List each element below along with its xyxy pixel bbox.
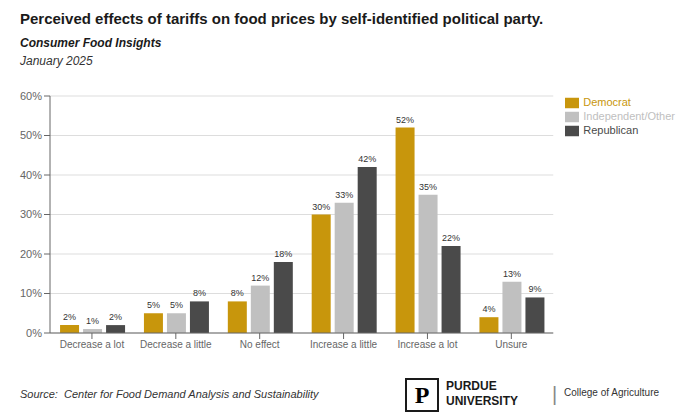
html-text:Consumer Food Insights: Consumer Food Insights <box>20 36 162 50</box>
html-text:Source: Center for Food Demand: Source: Center for Food Demand Analysis … <box>20 388 319 400</box>
svg-text:Decrease a lot: Decrease a lot <box>60 339 125 350</box>
svg-text:0%: 0% <box>26 327 42 339</box>
svg-text:10%: 10% <box>20 287 42 299</box>
html-text:Republican: Republican <box>583 124 639 137</box>
svg-text:8%: 8% <box>231 288 244 298</box>
html-text:January 2025: January 2025 <box>20 54 93 68</box>
svg-text:Unsure: Unsure <box>495 339 528 350</box>
svg-text:30%: 30% <box>312 202 330 212</box>
svg-text:35%: 35% <box>419 182 437 192</box>
html-text:Democrat: Democrat <box>583 96 631 108</box>
svg-text:12%: 12% <box>251 273 269 283</box>
svg-text:Increase a lot: Increase a lot <box>397 339 457 350</box>
svg-text:42%: 42% <box>358 154 376 164</box>
svg-text:22%: 22% <box>442 233 460 243</box>
svg-text:52%: 52% <box>396 115 414 125</box>
svg-text:60%: 60% <box>20 90 42 102</box>
svg-text:2%: 2% <box>109 312 122 322</box>
svg-text:20%: 20% <box>20 248 42 260</box>
html-text:P: P <box>414 381 430 408</box>
svg-text:Increase a little: Increase a little <box>310 339 378 350</box>
svg-text:9%: 9% <box>528 284 541 294</box>
html-text:Perceived effects of tariffs o: Perceived effects of tariffs on food pri… <box>20 10 544 27</box>
svg-text:No effect: No effect <box>240 339 280 350</box>
html-text:Independent/Other: Independent/Other <box>583 110 675 123</box>
svg-text:5%: 5% <box>170 300 183 310</box>
svg-text:50%: 50% <box>20 129 42 141</box>
svg-text:4%: 4% <box>482 304 495 314</box>
html-text:| College of Agriculture: | College of Agriculture <box>552 383 660 405</box>
svg-text:1%: 1% <box>86 316 99 326</box>
svg-text:18%: 18% <box>274 249 292 259</box>
svg-text:Decrease a little: Decrease a little <box>140 339 212 350</box>
svg-text:13%: 13% <box>503 269 521 279</box>
svg-text:33%: 33% <box>335 190 353 200</box>
svg-text:30%: 30% <box>20 208 42 220</box>
svg-text:2%: 2% <box>63 312 76 322</box>
svg-text:40%: 40% <box>20 169 42 181</box>
svg-text:5%: 5% <box>147 300 160 310</box>
svg-text:8%: 8% <box>193 288 206 298</box>
html-text:PURDUE UNIVERSITY: PURDUE UNIVERSITY <box>446 379 518 408</box>
